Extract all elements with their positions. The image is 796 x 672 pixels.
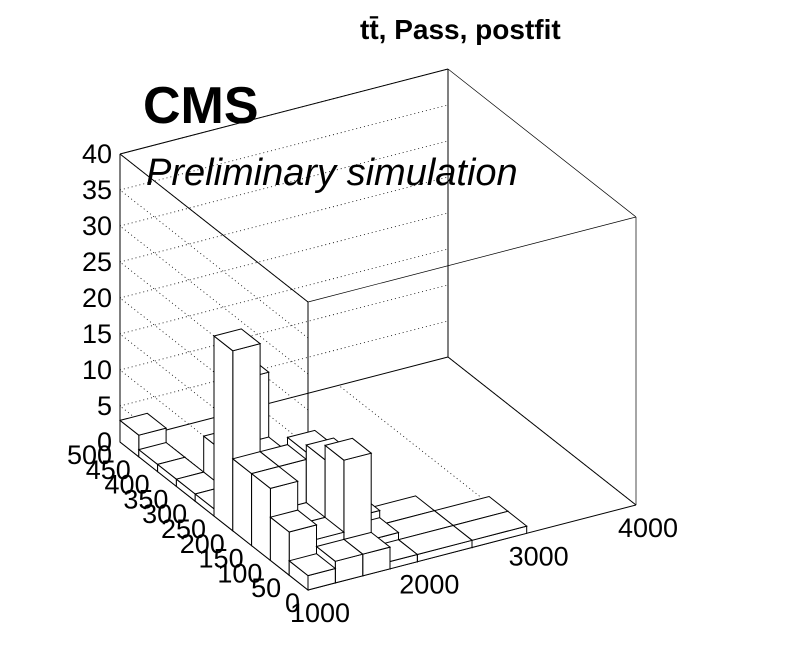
frame-edge bbox=[119, 356, 449, 443]
lego-bar-side-face bbox=[213, 334, 234, 532]
frame-edge bbox=[447, 356, 637, 506]
y-tick-label: 450 bbox=[86, 455, 131, 485]
y-tick-label: 350 bbox=[123, 484, 168, 514]
lego-bar-top-face bbox=[212, 328, 262, 352]
z-tick-label: 30 bbox=[82, 211, 112, 241]
z-gridline bbox=[119, 320, 449, 407]
frame-edge bbox=[307, 216, 637, 303]
y-tick-label: 50 bbox=[251, 573, 281, 603]
x-tick-label: 4000 bbox=[618, 513, 678, 543]
y-tick-label: 200 bbox=[180, 529, 225, 559]
z-tick-label: 25 bbox=[82, 247, 112, 277]
z-gridline bbox=[119, 248, 449, 335]
lego-bar-top-face bbox=[250, 465, 299, 489]
cms-label: CMS bbox=[143, 77, 259, 135]
lego-bar-top-face bbox=[269, 509, 318, 533]
y-tick-label: 500 bbox=[67, 440, 112, 470]
x-tick-label: 2000 bbox=[399, 570, 459, 600]
z-gridline bbox=[119, 212, 449, 299]
y-tick-label: 100 bbox=[217, 558, 262, 588]
z-gridline bbox=[119, 189, 309, 339]
lego-bar-top-face bbox=[288, 553, 337, 577]
frame-edge bbox=[119, 153, 309, 303]
z-gridline bbox=[119, 140, 449, 227]
z-tick-label: 10 bbox=[82, 355, 112, 385]
lego-bar-top-face bbox=[315, 538, 364, 562]
lego-bins bbox=[118, 328, 528, 592]
y-tick-label: 150 bbox=[199, 544, 244, 574]
z-tick-label: 40 bbox=[82, 139, 112, 169]
z-tick-label: 5 bbox=[97, 391, 112, 421]
z-tick-label: 0 bbox=[97, 427, 112, 457]
y-tick-label: 0 bbox=[285, 588, 300, 618]
status-label: Preliminary simulation bbox=[146, 152, 518, 194]
y-tick-label: 300 bbox=[142, 499, 187, 529]
y-tick-label: 400 bbox=[105, 470, 150, 500]
chart-title: tt̄, Pass, postfit bbox=[360, 14, 561, 45]
z-tick-label: 20 bbox=[82, 283, 112, 313]
lego-bar-top-face bbox=[323, 437, 373, 461]
lego-bar-top-face bbox=[118, 412, 168, 436]
z-gridline bbox=[119, 284, 449, 371]
z-tick-label: 35 bbox=[82, 175, 112, 205]
x-tick-label: 3000 bbox=[509, 541, 569, 571]
z-tick-label: 15 bbox=[82, 319, 112, 349]
y-tick-label: 250 bbox=[161, 514, 206, 544]
frame-edge bbox=[447, 68, 637, 218]
x-tick-label: 1000 bbox=[290, 598, 350, 628]
frame-edge bbox=[119, 68, 449, 155]
z-gridline bbox=[119, 104, 449, 191]
z-gridline bbox=[119, 176, 449, 263]
lego-tick-labels: 0510152025303540100020003000400005010015… bbox=[67, 139, 678, 628]
lego-bar bbox=[288, 553, 337, 592]
